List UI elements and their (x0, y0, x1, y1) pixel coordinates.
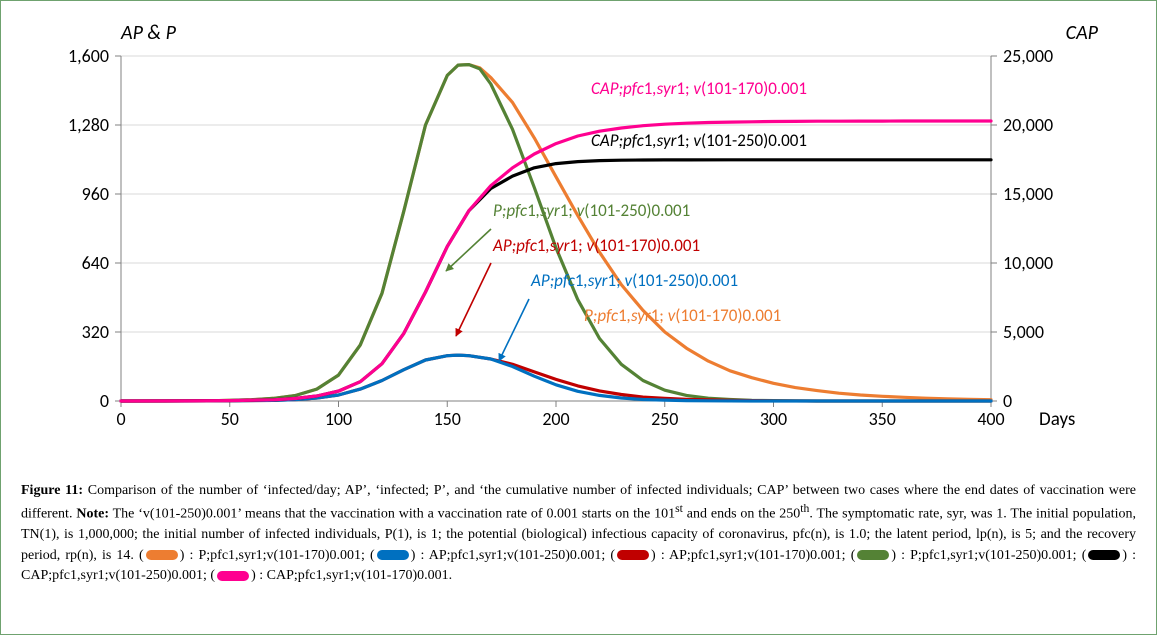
svg-text:0: 0 (100, 390, 109, 412)
svg-text:P;pfc1,syr1; v(101-250)0.001: P;pfc1,syr1; v(101-250)0.001 (493, 200, 690, 221)
legend-swatch (1088, 550, 1120, 560)
svg-text:25,000: 25,000 (1003, 45, 1053, 67)
svg-text:300: 300 (760, 408, 787, 430)
legend-text: : AP;pfc1,syr1;v(101-170)0.001; (661, 548, 851, 563)
legend-swatch (617, 550, 649, 560)
svg-text:400: 400 (977, 408, 1004, 430)
figure-caption: Figure 11: Comparison of the number of ‘… (21, 481, 1136, 586)
svg-text:320: 320 (82, 321, 109, 343)
svg-text:15,000: 15,000 (1003, 183, 1053, 205)
caption-sup1: st (675, 502, 683, 515)
svg-text:640: 640 (82, 252, 109, 274)
svg-text:100: 100 (325, 408, 352, 430)
svg-text:250: 250 (651, 408, 678, 430)
caption-note-lead: Note: (76, 507, 109, 522)
svg-text:CAP;pfc1,syr1; v(101-250)0.001: CAP;pfc1,syr1; v(101-250)0.001 (591, 130, 807, 151)
svg-text:20,000: 20,000 (1003, 114, 1053, 136)
plot-svg: 0 320 640 960 1,280 1,600 0 5,000 10,000 15,000 20… (1, 1, 1157, 471)
svg-text:150: 150 (434, 408, 461, 430)
caption-legend: () : P;pfc1,syr1;v(101-170)0.001; () : A… (21, 548, 1136, 583)
legend-swatch (146, 550, 178, 560)
svg-text:960: 960 (82, 183, 109, 205)
legend-swatch (857, 550, 889, 560)
chart-area: AP & P CAP 03206409601,2801,60005,00010,… (1, 1, 1157, 471)
caption-body2: The ‘v(101-250)0.001’ means that the vac… (109, 507, 675, 522)
svg-text:0: 0 (116, 408, 125, 430)
legend-swatch (377, 550, 409, 560)
legend-text: : P;pfc1,syr1;v(101-170)0.001; (189, 548, 370, 563)
caption-body3: and ends on the 250 (683, 507, 800, 522)
svg-text:200: 200 (542, 408, 569, 430)
svg-text:P;pfc1,syr1; v(101-170)0.001: P;pfc1,syr1; v(101-170)0.001 (584, 305, 781, 326)
svg-text:1,280: 1,280 (68, 114, 109, 136)
caption-sup2: th (800, 502, 809, 515)
legend-swatch (217, 571, 249, 581)
svg-text:10,000: 10,000 (1003, 252, 1053, 274)
svg-text:Days: Days (1039, 408, 1075, 431)
svg-text:50: 50 (221, 408, 239, 430)
svg-text:1,600: 1,600 (68, 45, 109, 67)
legend-text: : P;pfc1,syr1;v(101-250)0.001; (901, 548, 1082, 563)
svg-text:5,000: 5,000 (1003, 321, 1044, 343)
caption-lead: Figure 11: (21, 483, 83, 498)
figure-frame: AP & P CAP 03206409601,2801,60005,00010,… (0, 0, 1157, 635)
svg-text:AP;pfc1,syr1; v(101-250)0.001: AP;pfc1,syr1; v(101-250)0.001 (530, 270, 738, 291)
svg-text:CAP;pfc1,syr1; v(101-170)0.001: CAP;pfc1,syr1; v(101-170)0.001 (591, 78, 807, 99)
svg-text:350: 350 (869, 408, 896, 430)
legend-text: : CAP;pfc1,syr1;v(101-170)0.001. (259, 568, 452, 583)
svg-text:AP;pfc1,syr1; v(101-170)0.001: AP;pfc1,syr1; v(101-170)0.001 (492, 235, 700, 256)
legend-text: : AP;pfc1,syr1;v(101-250)0.001; (420, 548, 610, 563)
